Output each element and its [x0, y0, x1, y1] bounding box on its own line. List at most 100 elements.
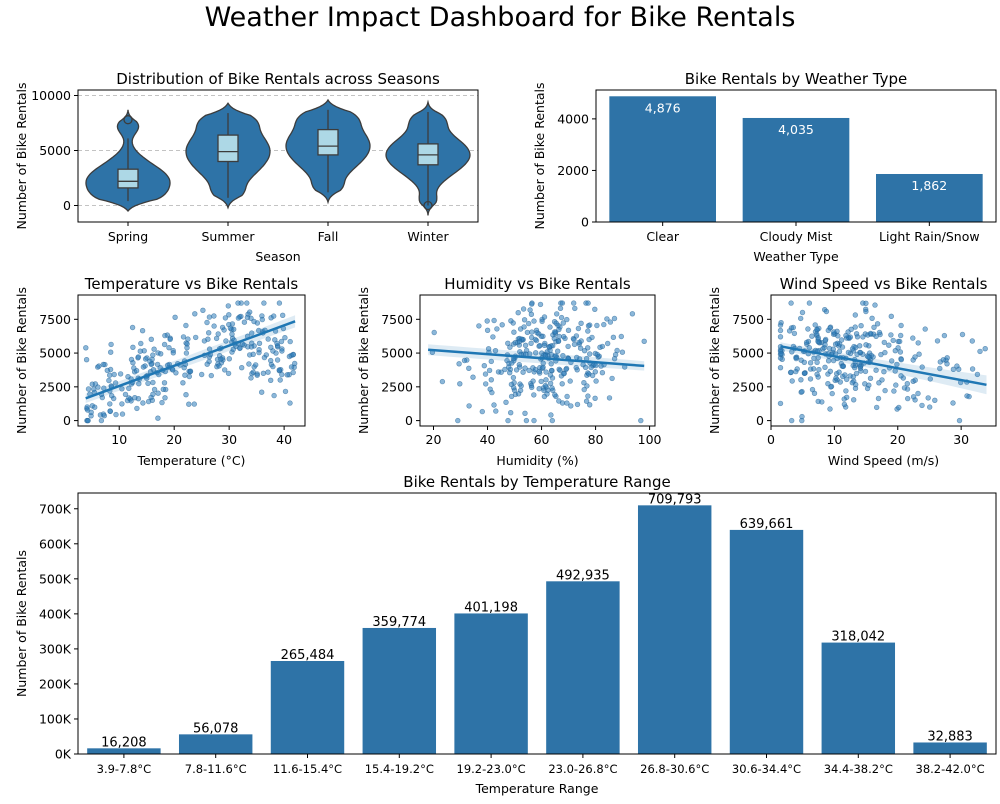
scatter-point	[131, 365, 137, 371]
scatter-point	[225, 303, 232, 309]
scatter-point	[547, 372, 554, 378]
scatter-point	[261, 354, 268, 361]
scatter-point	[831, 329, 837, 335]
scatter-point	[229, 331, 235, 337]
scatter-point	[106, 372, 113, 378]
scatter-point	[527, 307, 533, 313]
scatter-point	[494, 326, 500, 332]
scatter-point	[276, 300, 283, 306]
x-axis-label: Weather Type	[753, 249, 839, 264]
bar	[87, 748, 161, 754]
scatter-point	[838, 337, 845, 343]
scatter-point	[969, 338, 975, 344]
scatter-point	[145, 398, 152, 405]
y-axis-label: Number of Bike Rentals	[14, 287, 29, 434]
scatter-point	[807, 366, 814, 372]
scatter-point	[205, 336, 211, 342]
scatter-point	[100, 411, 107, 417]
scatter-point	[814, 326, 820, 333]
scatter-point	[842, 372, 848, 378]
scatter-point	[502, 366, 508, 373]
outlier-point	[423, 200, 433, 211]
scatter-point	[122, 391, 129, 398]
scatter-point	[610, 334, 617, 340]
data-label: 265,484	[281, 648, 335, 663]
y-axis-label: Number of Bike Rentals	[356, 287, 371, 434]
scatter-point	[271, 392, 277, 399]
x-tick-label: 20	[890, 432, 906, 447]
scatter-point	[799, 413, 805, 420]
scatter-point	[489, 389, 495, 396]
scatter-point	[874, 321, 881, 327]
scatter-point	[891, 388, 897, 394]
scatter-point	[575, 325, 582, 332]
scatter-point	[539, 318, 545, 325]
scatter-point	[137, 348, 144, 354]
scatter-point	[934, 338, 941, 344]
chart-seasons: Distribution of Bike Rentals across Seas…	[14, 70, 479, 264]
chart-title: Humidity vs Bike Rentals	[444, 275, 631, 293]
scatter-point	[235, 300, 241, 306]
scatter-point	[282, 388, 289, 395]
scatter-point	[797, 315, 804, 322]
violin-winter	[385, 99, 471, 216]
scatter-point	[881, 369, 887, 375]
data-label: 56,078	[193, 721, 239, 736]
scatter-point	[132, 395, 138, 401]
violin-spring	[85, 109, 171, 212]
data-label: 32,883	[927, 729, 973, 744]
scatter-point	[641, 338, 647, 344]
scatter-point	[594, 322, 600, 329]
scatter-point	[199, 371, 205, 378]
scatter-point	[611, 315, 618, 322]
scatter-point	[83, 357, 90, 363]
scatter-point	[925, 395, 931, 401]
scatter-point	[869, 315, 875, 321]
scatter-point	[805, 326, 811, 332]
scatter-point	[218, 356, 224, 362]
scatter-point	[84, 404, 90, 410]
scatter-point	[827, 406, 833, 412]
scatter-point	[806, 345, 812, 351]
scatter-point	[860, 334, 866, 340]
scatter-point	[155, 390, 161, 396]
scatter-point	[815, 374, 821, 380]
scatter-point	[812, 322, 818, 328]
scatter-point	[937, 365, 943, 372]
scatter-point	[896, 338, 903, 345]
scatter-point	[893, 382, 899, 388]
scatter-point	[510, 374, 517, 381]
x-tick-label: 15.4-19.2°C	[365, 762, 434, 776]
scatter-point	[548, 412, 554, 418]
scatter-point	[788, 300, 794, 306]
scatter-point	[788, 417, 795, 424]
scatter-point	[551, 335, 557, 342]
scatter-point	[282, 335, 288, 341]
scatter-point	[268, 377, 274, 383]
scatter-point	[508, 318, 514, 324]
scatter-point	[211, 323, 217, 329]
scatter-point	[518, 383, 524, 389]
y-tick-label: 0	[63, 413, 71, 428]
scatter-point	[507, 370, 513, 376]
scatter-point	[160, 386, 167, 392]
scatter-point	[250, 351, 256, 357]
scatter-point	[223, 338, 229, 344]
iqr-box	[117, 168, 139, 189]
scatter-point	[221, 327, 227, 333]
scatter-point	[107, 401, 113, 407]
x-tick-label: 11.6-15.4°C	[273, 762, 342, 776]
scatter-point	[280, 312, 286, 318]
scatter-point	[830, 346, 836, 352]
scatter-point	[253, 362, 259, 368]
scatter-point	[573, 364, 579, 371]
scatter-point	[807, 360, 814, 366]
scatter-point	[528, 301, 535, 307]
scatter-point	[584, 383, 590, 389]
x-tick-label: 30	[221, 432, 237, 447]
scatter-point	[799, 309, 806, 316]
scatter-point	[822, 364, 828, 370]
scatter-point	[466, 365, 472, 371]
scatter-point	[871, 324, 877, 330]
